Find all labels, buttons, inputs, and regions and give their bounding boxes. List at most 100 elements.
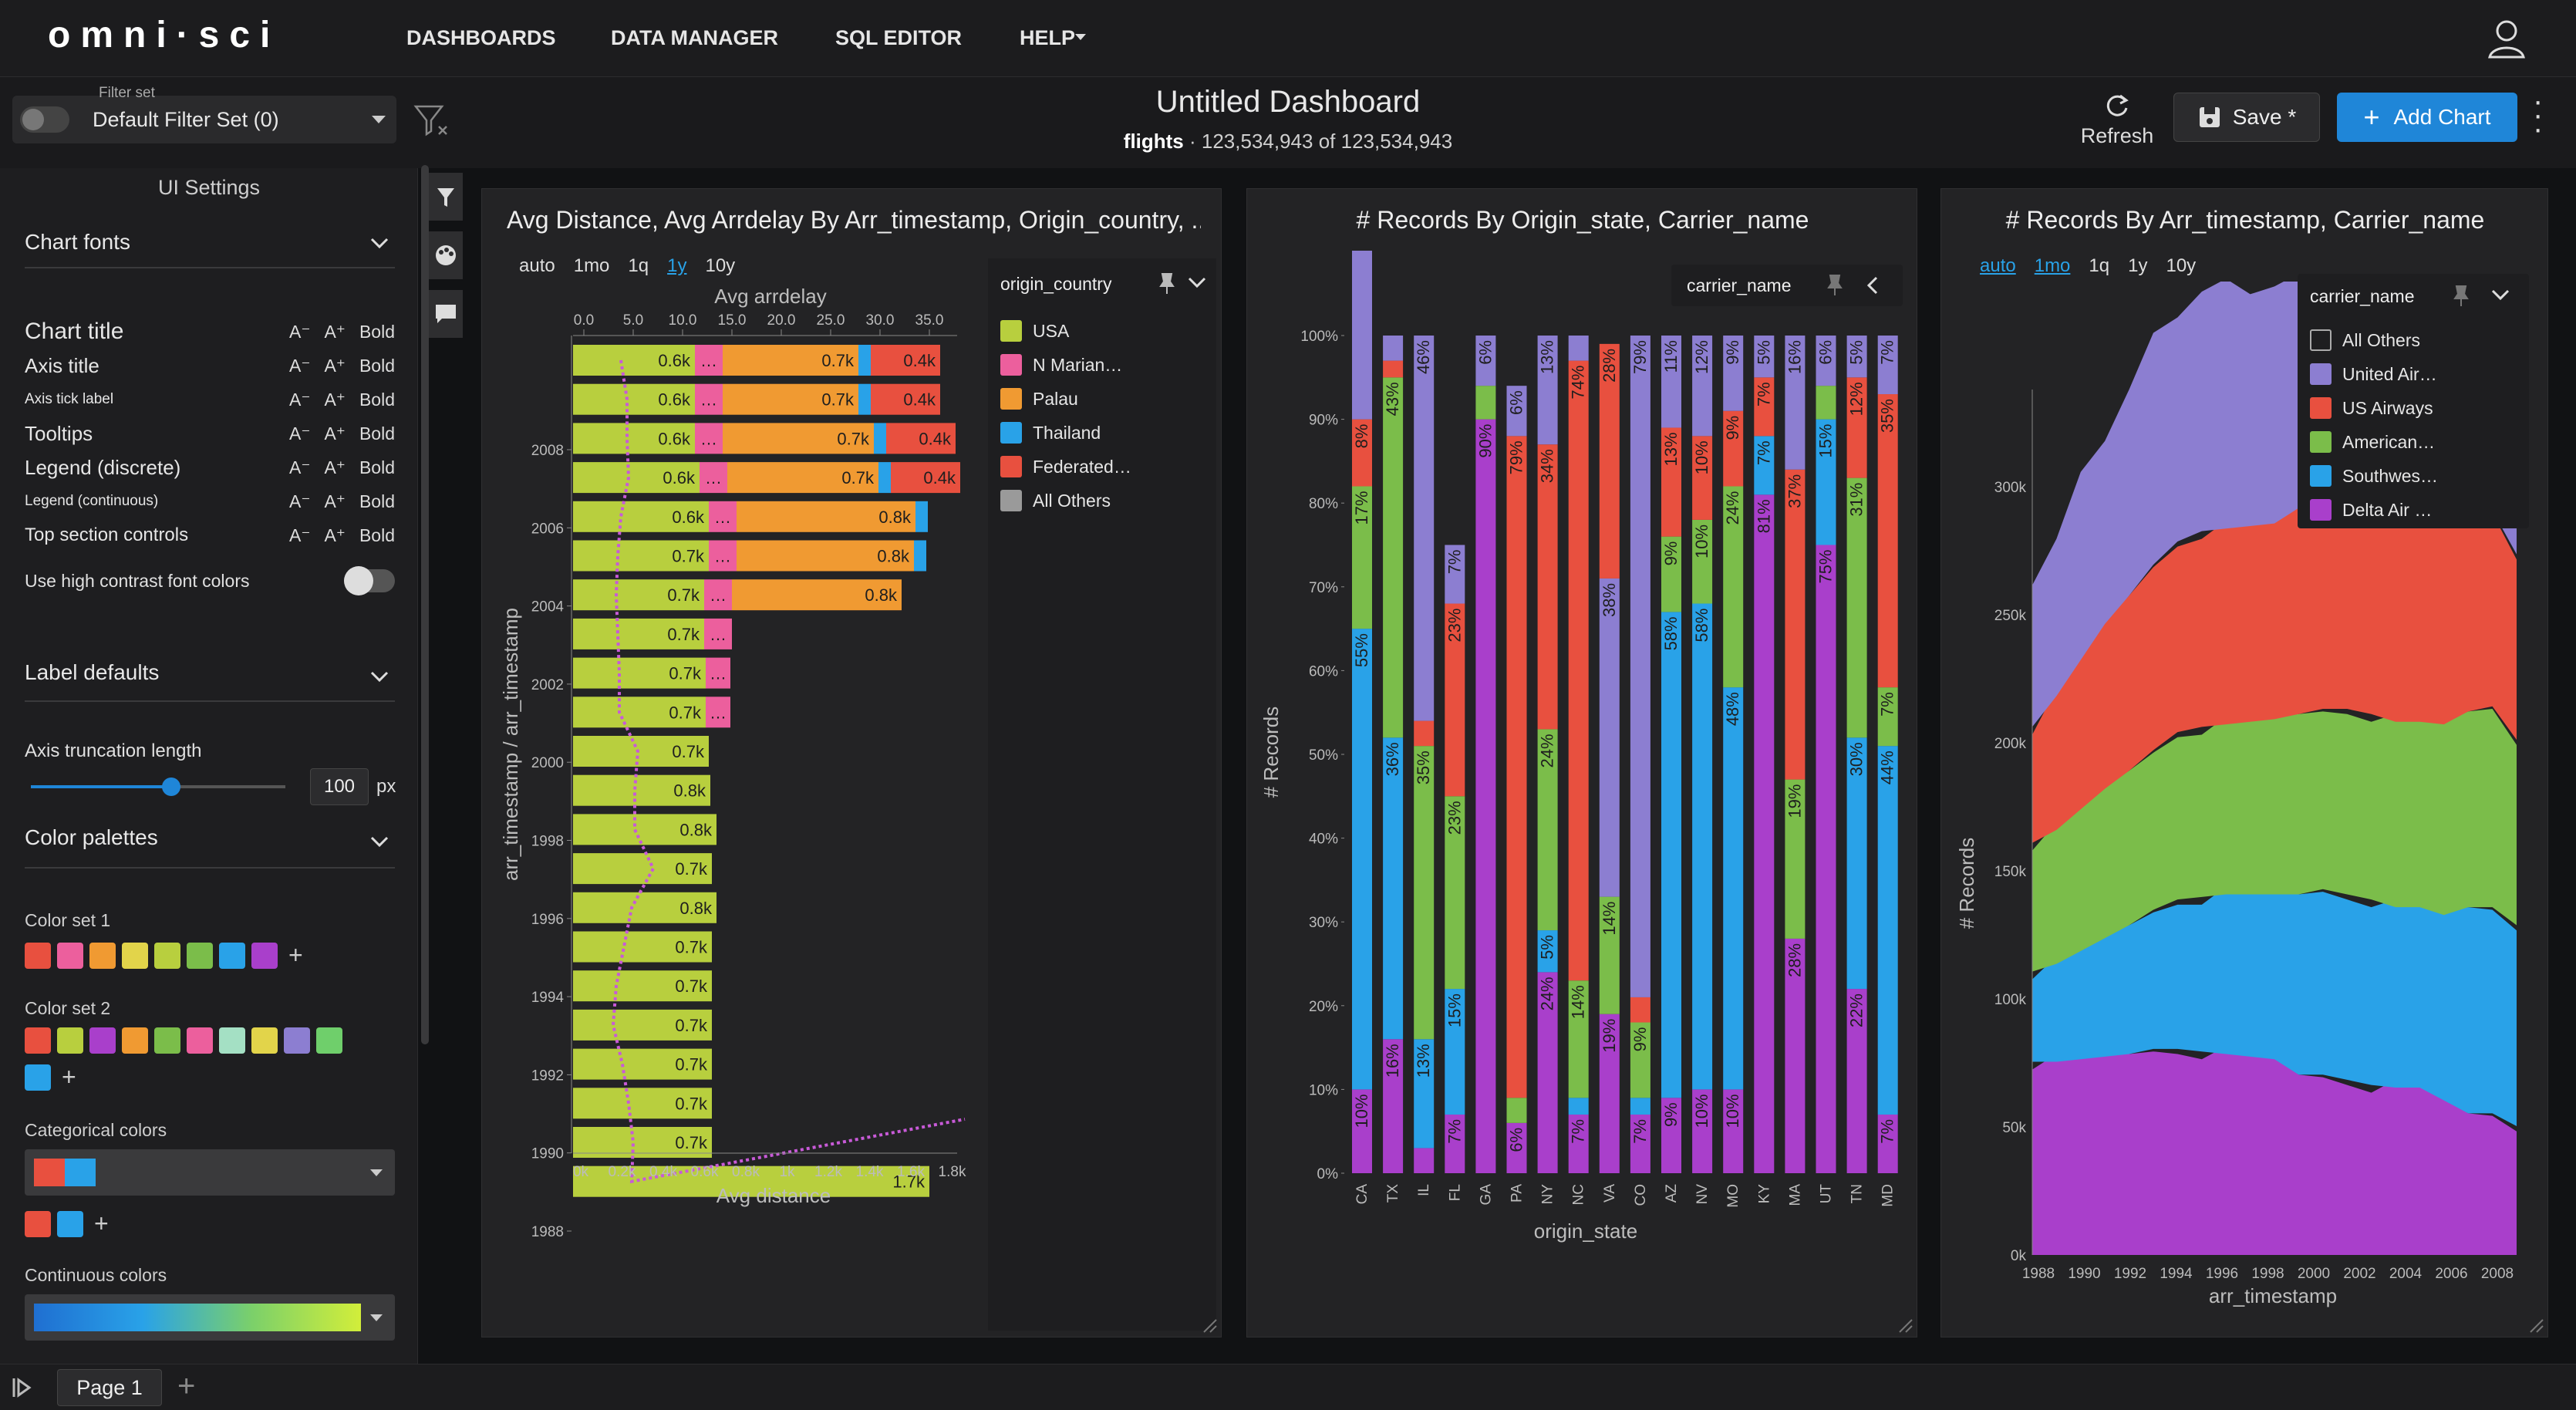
bin-option-1mo[interactable]: 1mo: [573, 255, 610, 276]
nav-data-manager[interactable]: DATA MANAGER: [611, 26, 778, 49]
legend-item[interactable]: United Air…: [2310, 357, 2518, 391]
color-swatch[interactable]: [89, 942, 116, 969]
color-swatch[interactable]: [25, 942, 51, 969]
color-swatch[interactable]: [251, 942, 278, 969]
decrease-font-button[interactable]: A⁻: [288, 321, 311, 342]
tab-page-1[interactable]: Page 1: [57, 1369, 162, 1406]
chart-fonts-section[interactable]: Chart fonts: [25, 230, 395, 268]
color-swatch[interactable]: [57, 1027, 83, 1054]
increase-font-button[interactable]: A⁺: [324, 389, 346, 410]
color-swatch[interactable]: [187, 942, 213, 969]
color-palettes-section[interactable]: Color palettes: [25, 825, 395, 869]
bold-toggle-button[interactable]: Bold: [359, 491, 395, 511]
bold-toggle-button[interactable]: Bold: [359, 423, 395, 444]
increase-font-button[interactable]: A⁺: [324, 525, 346, 545]
bin-option-1q[interactable]: 1q: [628, 255, 649, 276]
settings-scrollbar[interactable]: [421, 165, 429, 1044]
decrease-font-button[interactable]: A⁻: [288, 389, 311, 410]
axis-truncation-input[interactable]: 100: [310, 768, 369, 805]
decrease-font-button[interactable]: A⁻: [288, 491, 311, 511]
decrease-font-button[interactable]: A⁻: [288, 355, 311, 376]
chart3-title[interactable]: # Records By Arr_timestamp, Carrier_name: [2005, 206, 2485, 234]
collapse-sidebar-icon[interactable]: [11, 1375, 35, 1400]
add-color-icon[interactable]: +: [288, 941, 303, 969]
dashboard-title[interactable]: Untitled Dashboard: [1155, 85, 1421, 119]
legend-item[interactable]: Federated…: [1000, 450, 1209, 484]
bin-option-1y[interactable]: 1y: [2128, 255, 2148, 276]
color-swatch[interactable]: [57, 1210, 83, 1237]
pin-icon[interactable]: [1158, 272, 1176, 295]
legend-item[interactable]: American…: [2310, 425, 2518, 459]
legend-item[interactable]: Southwes…: [2310, 459, 2518, 493]
legend-item[interactable]: US Airways: [2310, 391, 2518, 425]
legend-item[interactable]: Palau: [1000, 382, 1209, 416]
color-swatch[interactable]: [154, 1027, 180, 1054]
color-swatch[interactable]: [122, 1027, 148, 1054]
color-swatch[interactable]: [89, 1027, 116, 1054]
chevron-down-icon[interactable]: [1187, 275, 1207, 291]
add-page-icon[interactable]: +: [177, 1369, 196, 1403]
color-swatch[interactable]: [219, 942, 245, 969]
save-button[interactable]: Save *: [2173, 93, 2320, 142]
clear-filters-icon[interactable]: [413, 102, 450, 139]
color-swatch[interactable]: [316, 1027, 342, 1054]
bin-option-1q[interactable]: 1q: [2089, 255, 2110, 276]
legend-item[interactable]: Delta Air …: [2310, 493, 2518, 527]
bin-option-auto[interactable]: auto: [1980, 255, 2016, 276]
color-swatch[interactable]: [57, 942, 83, 969]
color-swatch[interactable]: [122, 942, 148, 969]
legend-item[interactable]: USA: [1000, 314, 1209, 348]
legend-item[interactable]: All Others: [1000, 484, 1209, 518]
filter-set-select[interactable]: Filter set Default Filter Set (0): [12, 85, 396, 143]
bin-option-10y[interactable]: 10y: [705, 255, 736, 276]
resize-handle-icon[interactable]: [2527, 1317, 2544, 1334]
bold-toggle-button[interactable]: Bold: [359, 389, 395, 410]
chart1-title[interactable]: Avg Distance, Avg Arrdelay By Arr_timest…: [507, 206, 1201, 234]
nav-help[interactable]: HELP: [1020, 26, 1076, 49]
axis-truncation-slider[interactable]: [31, 778, 285, 796]
resize-handle-icon[interactable]: [1201, 1317, 1218, 1334]
theme-tool-button[interactable]: [429, 231, 463, 279]
categorical-colors-select[interactable]: [25, 1149, 395, 1196]
bold-toggle-button[interactable]: Bold: [359, 457, 395, 477]
bin-option-10y[interactable]: 10y: [2166, 255, 2197, 276]
chart2-title[interactable]: # Records By Origin_state, Carrier_name: [1356, 206, 1809, 234]
slider-thumb[interactable]: [161, 778, 180, 796]
source-table[interactable]: flights: [1123, 130, 1184, 153]
bold-toggle-button[interactable]: Bold: [359, 355, 395, 376]
increase-font-button[interactable]: A⁺: [324, 355, 346, 376]
increase-font-button[interactable]: A⁺: [324, 423, 346, 444]
decrease-font-button[interactable]: A⁻: [288, 423, 311, 444]
pin-icon[interactable]: [1826, 274, 1844, 297]
chart-panel-1[interactable]: Avg Distance, Avg Arrdelay By Arr_timest…: [481, 188, 1222, 1337]
annotation-tool-button[interactable]: [429, 290, 463, 338]
refresh-button[interactable]: Refresh: [2075, 89, 2160, 148]
decrease-font-button[interactable]: A⁻: [288, 525, 311, 545]
more-menu-icon[interactable]: · · ·: [2533, 84, 2544, 146]
resize-handle-icon[interactable]: [1897, 1317, 1913, 1334]
chevron-down-icon[interactable]: [2490, 288, 2510, 303]
bin-option-auto[interactable]: auto: [519, 255, 555, 276]
add-chart-button[interactable]: + Add Chart: [2337, 93, 2517, 142]
increase-font-button[interactable]: A⁺: [324, 457, 346, 477]
color-swatch[interactable]: [154, 942, 180, 969]
add-color-icon[interactable]: +: [62, 1063, 76, 1091]
color-swatch[interactable]: [284, 1027, 310, 1054]
legend-item[interactable]: All Others: [2310, 323, 2518, 357]
color-swatch[interactable]: [25, 1027, 51, 1054]
color-swatch[interactable]: [25, 1210, 51, 1237]
label-defaults-section[interactable]: Label defaults: [25, 660, 395, 702]
bold-toggle-button[interactable]: Bold: [359, 321, 395, 342]
nav-dashboards[interactable]: DASHBOARDS: [406, 26, 556, 49]
chevron-left-icon[interactable]: [1866, 275, 1881, 295]
legend-item[interactable]: Thailand: [1000, 416, 1209, 450]
increase-font-button[interactable]: A⁺: [324, 321, 346, 342]
filter-toggle[interactable]: [20, 106, 69, 133]
bin-option-1y[interactable]: 1y: [667, 255, 687, 276]
continuous-colors-select[interactable]: [25, 1294, 395, 1341]
bold-toggle-button[interactable]: Bold: [359, 525, 395, 545]
color-swatch[interactable]: [251, 1027, 278, 1054]
filter-tool-button[interactable]: [429, 173, 463, 221]
bin-option-1mo[interactable]: 1mo: [2034, 255, 2071, 276]
chart-panel-2[interactable]: # Records By Origin_state, Carrier_name …: [1246, 188, 1917, 1337]
